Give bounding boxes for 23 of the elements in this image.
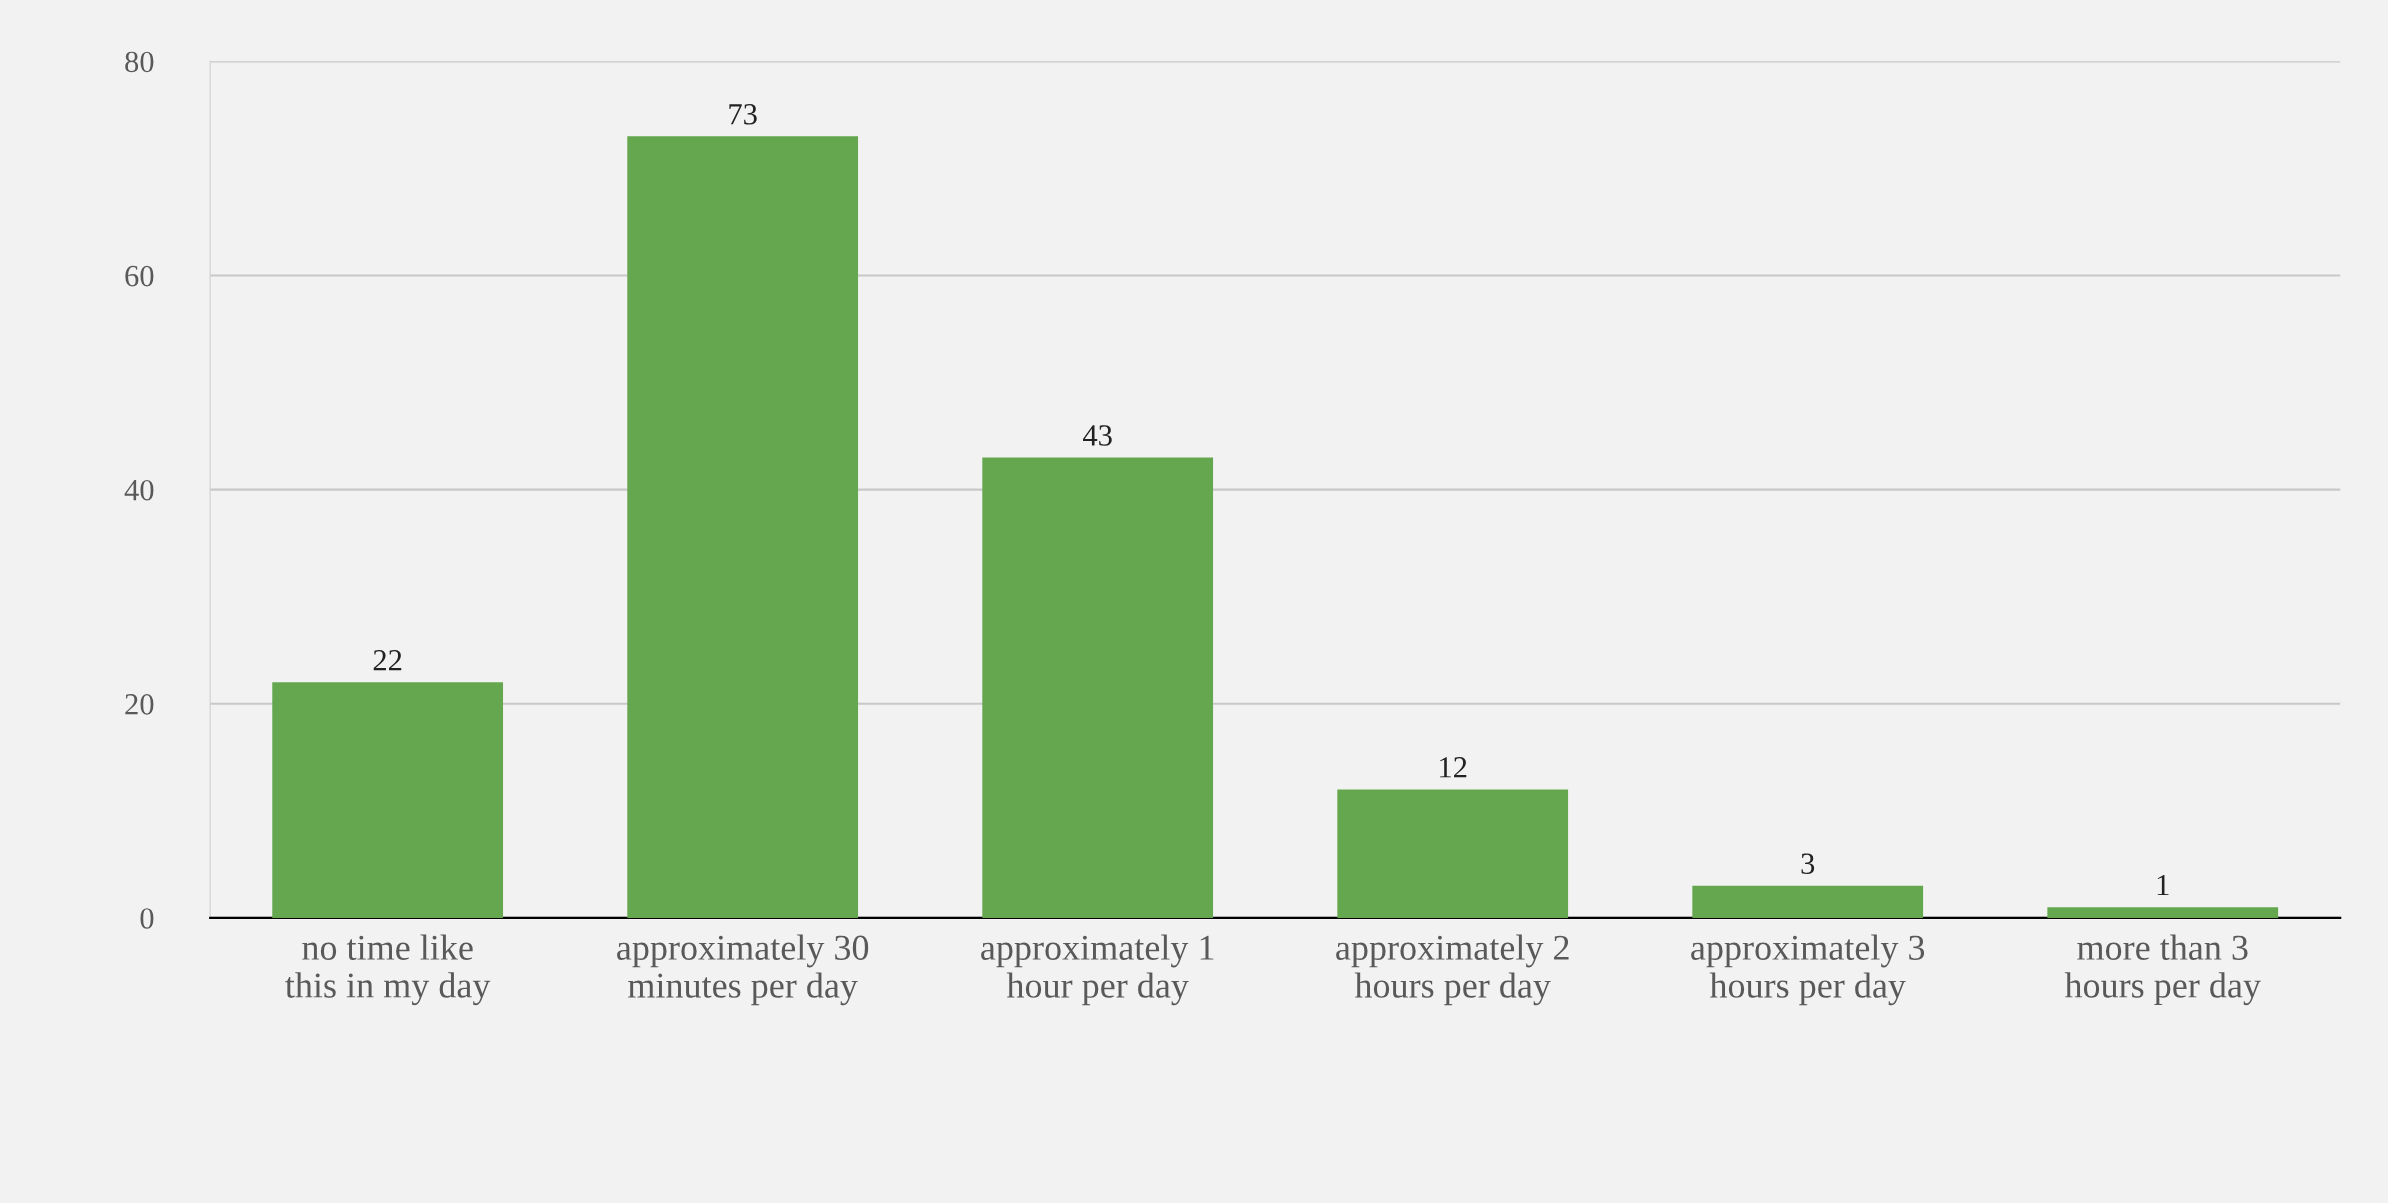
bar	[272, 682, 504, 918]
y-tick-label: 0	[140, 908, 154, 929]
x-tick-label: more than 3 hours per day	[2064, 934, 2261, 1006]
bar	[1337, 789, 1569, 918]
bar	[627, 136, 859, 918]
bar	[1692, 885, 1924, 918]
x-tick-label: no time like this in my day	[285, 934, 491, 1006]
data-label: 3	[1801, 853, 1815, 875]
data-label: 22	[373, 650, 402, 671]
data-label: 1	[2157, 874, 2169, 896]
y-tick-label: 60	[125, 265, 154, 287]
data-label: 43	[1083, 425, 1112, 446]
x-tick-label: approximately 1 hour per day	[981, 934, 1214, 1006]
x-tick-label: approximately 2 hours per day	[1336, 934, 1569, 1006]
y-tick-label: 20	[125, 694, 154, 715]
x-tick-label: approximately 30 minutes per day	[617, 934, 869, 1006]
bar	[982, 457, 1214, 918]
data-label: 12	[1440, 757, 1467, 778]
data-label: 73	[729, 104, 757, 125]
y-tick-label: 80	[125, 51, 154, 73]
bar	[2047, 907, 2279, 918]
y-tick-label: 40	[124, 479, 154, 501]
x-tick-label: approximately 3 hours per day	[1691, 934, 1925, 1006]
